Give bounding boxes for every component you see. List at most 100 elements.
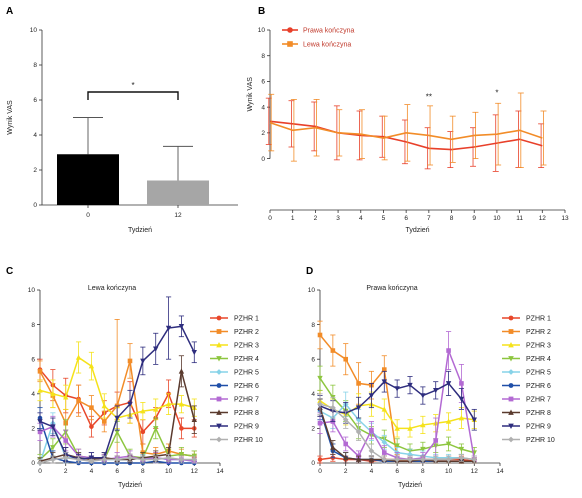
y-tick-label: 10: [28, 287, 36, 294]
x-tick-label: 6: [404, 215, 408, 222]
x-tick-label: 13: [561, 215, 569, 222]
data-point: [216, 436, 222, 443]
legend-label: PZHR 4: [526, 356, 551, 363]
data-point: [88, 458, 95, 465]
data-point: [508, 369, 514, 375]
data-point: [179, 426, 184, 431]
x-tick-label: 9: [472, 215, 476, 222]
data-point: [216, 423, 222, 429]
y-tick-label: 8: [311, 322, 315, 329]
data-point: [140, 408, 146, 414]
x-tick-label: 8: [421, 468, 425, 475]
y-tick-label: 10: [30, 27, 38, 34]
data-point: [368, 448, 375, 454]
legend-marker: [287, 27, 293, 33]
data-point: [37, 419, 43, 425]
x-tick-label: 12: [191, 468, 199, 475]
data-point: [317, 401, 323, 407]
x-tick-label: 2: [314, 215, 318, 222]
data-point: [394, 443, 400, 449]
significance-star: *: [131, 81, 134, 90]
y-axis-label: Wynik VAS: [7, 100, 14, 135]
data-point: [127, 455, 133, 461]
legend-label: PZHR 1: [526, 316, 551, 323]
data-point: [63, 438, 69, 443]
data-point: [368, 393, 375, 399]
y-tick-label: 4: [33, 132, 37, 139]
data-point: [355, 405, 362, 411]
legend-label: PZHR 9: [526, 424, 551, 431]
data-point: [165, 325, 172, 331]
data-point: [394, 386, 400, 392]
x-tick-label: 6: [115, 468, 119, 475]
data-point: [216, 329, 222, 334]
data-point: [216, 369, 222, 375]
data-point: [355, 456, 362, 462]
chart-title: Prawa kończyna: [366, 285, 417, 292]
data-point: [330, 444, 336, 450]
data-point: [191, 416, 197, 423]
data-point: [508, 356, 514, 362]
data-point: [165, 455, 172, 461]
legend-label: PZHR 6: [526, 383, 551, 390]
x-tick-label: 2: [344, 468, 348, 475]
panel-letter-d: D: [306, 266, 313, 277]
data-point: [458, 455, 465, 461]
panel-letter-a: A: [6, 6, 13, 17]
y-tick-label: 6: [33, 97, 37, 104]
data-point: [407, 382, 413, 389]
data-point: [368, 456, 375, 462]
data-point: [317, 332, 323, 338]
data-point: [508, 329, 514, 334]
y-tick-label: 6: [311, 356, 315, 363]
legend-label: Prawa kończyna: [303, 28, 354, 35]
data-point: [458, 446, 465, 453]
x-tick-label: 12: [539, 215, 547, 222]
y-tick-label: 8: [33, 62, 37, 69]
data-point: [369, 427, 374, 433]
y-tick-label: 6: [31, 356, 35, 363]
data-point: [75, 354, 82, 360]
legend-label: PZHR 3: [234, 343, 259, 350]
data-point: [178, 401, 185, 407]
series-line: [269, 121, 543, 141]
data-point: [343, 441, 349, 447]
x-tick-label: 0: [318, 468, 322, 475]
data-point: [37, 369, 43, 374]
data-point: [343, 454, 349, 461]
y-tick-label: 8: [31, 322, 35, 329]
data-point: [178, 324, 185, 330]
legend-label: PZHR 2: [234, 329, 259, 336]
data-point: [508, 383, 514, 388]
data-point: [88, 363, 95, 369]
data-point: [153, 406, 159, 412]
data-point: [216, 356, 222, 362]
data-point: [355, 429, 362, 435]
legend-label: PZHR 10: [234, 437, 263, 444]
y-tick-label: 4: [31, 391, 35, 398]
data-point: [76, 398, 81, 404]
data-point: [420, 446, 426, 453]
x-tick-label: 14: [496, 468, 504, 475]
data-point: [508, 342, 514, 348]
y-tick-label: 0: [31, 460, 35, 467]
data-point: [394, 456, 400, 463]
bar: [147, 180, 209, 205]
data-point: [153, 426, 159, 432]
data-point: [432, 456, 439, 463]
x-tick-label: 0: [38, 468, 42, 475]
x-tick-label: 2: [64, 468, 68, 475]
legend-label: PZHR 10: [526, 437, 555, 444]
x-axis-label: Tydzień: [398, 482, 422, 489]
data-point: [459, 381, 464, 386]
x-tick-label: 11: [516, 215, 523, 222]
x-tick-label: 12: [471, 468, 479, 475]
legend-label: PZHR 8: [234, 410, 259, 417]
data-point: [342, 416, 349, 423]
data-point: [153, 346, 159, 352]
y-tick-label: 0: [33, 202, 37, 209]
x-tick-label: 0: [268, 215, 272, 222]
data-point: [216, 342, 222, 348]
